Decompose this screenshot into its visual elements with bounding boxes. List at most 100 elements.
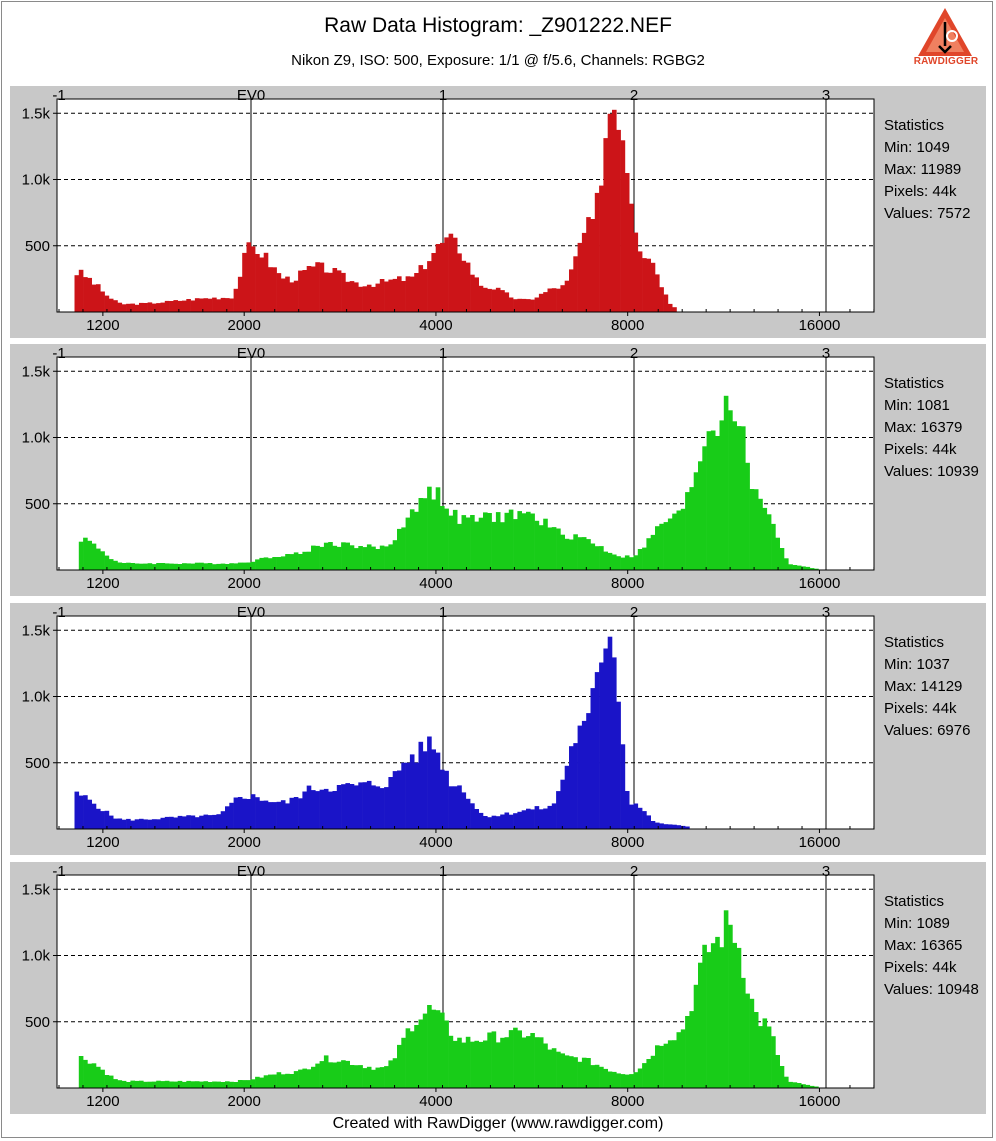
histogram-bar: [229, 563, 234, 570]
histogram-panel-green2: 500 1.0k 1.5k -1 EV0 1 2 3 1200 2000 4000 8000 16000…: [10, 862, 986, 1114]
histogram-bar: [457, 253, 462, 312]
histogram-bar: [130, 820, 135, 829]
histogram-bar: [655, 822, 660, 829]
histogram-bar: [388, 1060, 393, 1088]
histogram-bar: [676, 825, 682, 829]
histogram-bar: [534, 520, 540, 570]
histogram-bar: [190, 300, 196, 312]
histogram-bar: [259, 257, 264, 312]
histogram-bar: [491, 1031, 497, 1088]
histogram-bar: [160, 563, 166, 570]
histogram-bar: [448, 233, 454, 312]
histogram-bar: [259, 1077, 264, 1088]
histogram-bar: [315, 545, 320, 570]
histogram-bar: [151, 303, 157, 312]
histogram-bar: [736, 426, 742, 570]
histogram-bar: [332, 1062, 338, 1088]
histogram-bar: [169, 563, 174, 570]
histogram-bar: [384, 787, 389, 829]
histogram-bar: [117, 302, 123, 312]
histogram-bar: [190, 815, 196, 829]
histogram-bar: [203, 563, 209, 570]
histogram-bar: [689, 487, 694, 570]
histogram-bar: [121, 563, 127, 570]
histogram-bar: [225, 806, 230, 829]
histogram-bar: [397, 276, 402, 312]
histogram-bar: [414, 1025, 419, 1088]
histogram-bar: [315, 791, 320, 829]
stats-values: Values: 6976: [884, 722, 971, 739]
histogram-bar: [354, 1065, 359, 1088]
histogram-bar: [564, 1055, 570, 1088]
histogram-bar: [478, 285, 484, 312]
histogram-bar: [422, 269, 428, 312]
histogram-bar: [513, 519, 518, 570]
histogram-bar: [538, 1037, 544, 1088]
x-tick-label: 8000: [611, 575, 644, 592]
histogram-bar: [345, 542, 350, 570]
histogram-bar: [569, 269, 574, 312]
histogram-bar: [173, 817, 178, 829]
histogram-bar: [151, 564, 157, 570]
histogram-bar: [538, 809, 544, 829]
histogram-bar: [753, 1012, 759, 1088]
histogram-bar: [491, 521, 497, 570]
histogram-bar: [534, 297, 540, 312]
histogram-bar: [543, 518, 548, 570]
histogram-bar: [508, 297, 514, 312]
histogram-bar: [87, 799, 92, 829]
histogram-bar: [341, 542, 346, 570]
ev-tick-label: -1: [52, 87, 65, 104]
histogram-bar: [646, 1059, 651, 1088]
histogram-bar: [470, 1041, 475, 1088]
histogram-bar: [495, 816, 501, 829]
histogram-bar: [328, 791, 333, 829]
stats-values: Values: 10939: [884, 463, 979, 480]
histogram-bar: [431, 253, 436, 312]
histogram-bar: [371, 286, 376, 312]
ev-tick-label: 2: [630, 345, 638, 362]
histogram-bar: [569, 1056, 574, 1088]
histogram-bar: [276, 1072, 282, 1088]
histogram-bar: [289, 282, 295, 312]
x-tick-label: 8000: [611, 317, 644, 334]
histogram-bar: [461, 260, 467, 312]
stats-max: Max: 14129: [884, 678, 963, 695]
histogram-bar: [624, 791, 630, 829]
histogram-bar: [151, 1081, 157, 1088]
histogram-bar: [91, 543, 97, 570]
stats-min: Min: 1037: [884, 656, 950, 673]
histogram-bar: [216, 1081, 221, 1088]
histogram-bar: [560, 1053, 565, 1088]
ev-tick-label: EV0: [237, 345, 265, 362]
y-tick-label: 500: [25, 1014, 50, 1031]
rawdigger-logo-icon: [918, 8, 972, 56]
histogram-bars: [78, 395, 819, 570]
stats-heading: Statistics: [884, 634, 945, 651]
histogram-bar: [775, 537, 780, 570]
histogram-bar: [577, 242, 583, 312]
histogram-bar: [624, 555, 630, 570]
histogram-bar: [706, 431, 712, 570]
histogram-bar: [710, 943, 716, 1088]
histogram-bar: [465, 1036, 471, 1088]
x-tick-label: 2000: [228, 317, 261, 334]
histogram-bar: [495, 512, 501, 570]
histogram-bar: [603, 551, 608, 570]
histogram-bar: [534, 1037, 540, 1088]
histogram-bar: [616, 701, 621, 829]
histogram-bar: [397, 528, 402, 570]
histogram-bar: [306, 551, 312, 570]
histogram-bar: [358, 1065, 363, 1088]
histogram-bar: [186, 563, 191, 570]
histogram-bar: [255, 559, 260, 570]
histogram-bar: [255, 254, 260, 312]
histogram-bar: [452, 509, 458, 570]
histogram-bar: [375, 283, 381, 312]
ev-tick-label: 1: [439, 87, 447, 104]
histogram-bar: [809, 568, 815, 570]
histogram-bar: [268, 558, 273, 570]
histogram-bar: [741, 977, 746, 1088]
histogram-bar: [78, 1056, 84, 1088]
ev-tick-label: -1: [52, 863, 65, 880]
